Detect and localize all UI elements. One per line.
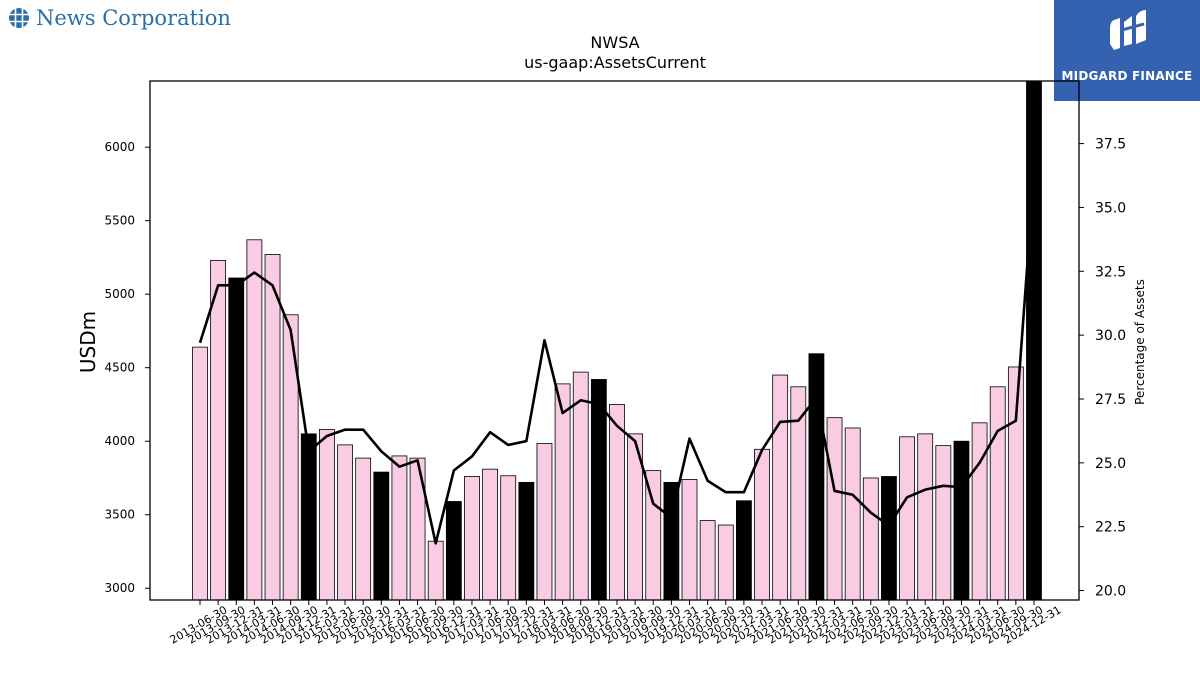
bar-2024-12-31 (1026, 80, 1042, 601)
bar-2021-12-31 (808, 353, 825, 601)
bar-2020-06-30 (699, 520, 716, 601)
bar-2013-09-30 (210, 259, 227, 601)
y2-tick-label: 25.0 (1095, 456, 1126, 472)
y2-tick-label: 37.5 (1095, 137, 1126, 153)
bar-2023-06-30 (917, 433, 934, 601)
y-tick-label: 5500 (104, 214, 135, 228)
bar-2013-12-31 (228, 277, 245, 601)
bar-2017-09-30 (500, 475, 517, 601)
bar-2015-12-31 (373, 471, 390, 601)
bar-2024-03-31 (971, 422, 988, 601)
bar-2024-06-30 (989, 386, 1006, 601)
bar-2023-12-31 (953, 440, 970, 601)
bar-2017-06-30 (482, 468, 498, 601)
bar-2020-09-30 (717, 524, 734, 601)
bar-2017-03-31 (464, 476, 480, 601)
bar-2013-06-30 (192, 346, 208, 601)
y-tick-label: 3000 (104, 581, 135, 595)
y-axis-label: USDm (76, 311, 100, 373)
bar-2022-06-30 (844, 427, 861, 601)
plot-frame (149, 80, 1080, 601)
bar-2023-09-30 (935, 445, 952, 601)
partner-logo-text: MIDGARD FINANCE (1061, 69, 1193, 83)
bar-2018-09-30 (572, 371, 589, 601)
y2-tick-label: 27.5 (1095, 392, 1126, 408)
y2-tick-label: 22.5 (1095, 520, 1126, 536)
bar-2024-09-30 (1007, 366, 1024, 601)
y2-tick-label: 20.0 (1095, 584, 1126, 600)
y2-tick-label: 35.0 (1095, 200, 1126, 216)
bar-2014-12-31 (300, 433, 317, 601)
bar-2021-06-30 (772, 374, 789, 601)
bar-2022-12-31 (881, 476, 897, 601)
brand-name: News Corporation (36, 6, 231, 30)
bar-2016-12-31 (445, 501, 462, 601)
y2-axis-label: Percentage of Assets (1133, 279, 1147, 405)
bar-2014-06-30 (264, 254, 281, 601)
globe-icon (9, 8, 29, 28)
bar-2018-03-31 (536, 443, 553, 601)
brand: News Corporation (8, 6, 231, 30)
bar-2021-03-31 (754, 448, 770, 601)
y-tick-label: 6000 (104, 140, 135, 154)
chart-title: NWSA (590, 33, 639, 52)
y-tick-label: 3500 (104, 508, 135, 522)
bar-2014-03-31 (246, 239, 263, 601)
bar-2020-03-31 (681, 479, 698, 601)
y-tick-label: 4500 (104, 361, 135, 375)
bar-2016-09-30 (427, 540, 444, 601)
bar-2020-12-31 (736, 500, 752, 601)
bar-2015-06-30 (337, 444, 353, 601)
y-tick-label: 5000 (104, 287, 135, 301)
partner-logo: MIDGARD FINANCE (1054, 0, 1200, 101)
bar-2022-09-30 (862, 477, 879, 601)
percentage-line (198, 174, 1036, 545)
midgard-logo-icon (1110, 10, 1146, 50)
bar-2023-03-31 (899, 436, 915, 601)
bar-2015-03-31 (319, 429, 335, 601)
bar-2022-03-31 (826, 417, 843, 601)
bar-2015-09-30 (355, 457, 372, 601)
y-tick-label: 4000 (104, 434, 135, 448)
y2-tick-label: 32.5 (1095, 264, 1126, 280)
bar-2017-12-31 (518, 481, 535, 601)
bar-2019-03-31 (609, 404, 625, 601)
bar-2018-12-31 (590, 379, 607, 601)
bar-2016-03-31 (391, 455, 408, 601)
bar-2018-06-30 (554, 383, 571, 601)
y2-tick-label: 30.0 (1095, 328, 1126, 344)
chart-subtitle: us-gaap:AssetsCurrent (524, 53, 706, 72)
